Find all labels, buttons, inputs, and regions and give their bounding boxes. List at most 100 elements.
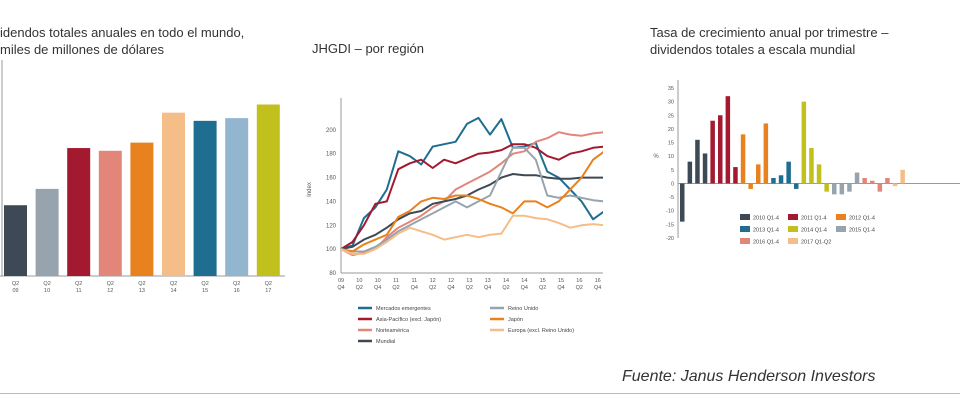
tick-label-bottom: 15	[202, 288, 208, 294]
x-tick-label-bottom: Q2	[539, 285, 546, 291]
y-tick-label: 25	[668, 113, 674, 119]
y-tick-label: -15	[666, 222, 674, 228]
x-tick-label-top: 15	[540, 278, 546, 284]
y-tick-label: 200	[326, 128, 337, 134]
x-tick-label-top: 10	[356, 278, 362, 284]
series-line-europa-excl-reino-unido-	[340, 214, 603, 255]
x-tick-label-bottom: Q4	[447, 285, 454, 291]
bar-2014-Q1-4-q3	[816, 164, 822, 184]
legend-label: Europa (excl. Reino Unido)	[508, 328, 574, 334]
series-line-jap-n	[340, 151, 603, 253]
bar-Q2-17	[256, 104, 280, 276]
bar-2010-Q1-4-q4	[702, 153, 708, 184]
bar-Q2-11	[67, 148, 91, 276]
bar-2016-Q1-4-q4	[885, 178, 890, 184]
x-tick-label-bottom: Q4	[557, 285, 564, 291]
tick-label-bottom: 13	[139, 288, 145, 294]
bar-2013-Q1-4-q4	[794, 183, 799, 189]
x-tick-label-top: 16	[595, 278, 601, 284]
tick-label-bottom: 12	[107, 288, 113, 294]
tick-label-bottom: 09	[12, 288, 18, 294]
bar-2013-Q1-4-q2	[778, 175, 784, 184]
bar-Q2-14	[162, 112, 185, 276]
legend-swatch	[788, 238, 798, 244]
y-tick-label: 20	[668, 127, 674, 133]
legend-label: 2012 Q1-4	[849, 216, 875, 222]
bar-Q2-12	[98, 150, 122, 276]
y-tick-label: 35	[668, 86, 674, 92]
bar-2014-Q1-4-q1	[801, 101, 807, 184]
bar-2014-Q1-4-q4	[824, 183, 829, 192]
bar-2011-Q1-4-q1	[710, 120, 715, 184]
x-tick-label-bottom: Q2	[429, 285, 436, 291]
legend-label: 2017 Q1-Q2	[801, 240, 831, 246]
tick-label-top: Q2	[170, 281, 177, 287]
bar-2016-Q1-4-q2	[870, 180, 875, 184]
legend-label: 2014 Q1-4	[801, 228, 827, 234]
bar-2012-Q1-4-q2	[748, 183, 753, 189]
x-tick-label-top: 11	[411, 278, 417, 284]
tick-label-bottom: 11	[76, 288, 82, 294]
bar-2015-Q1-4-q4	[854, 172, 860, 184]
x-tick-label-bottom: Q4	[411, 285, 418, 291]
tick-label-top: Q2	[201, 281, 208, 287]
x-tick-label-top: 14	[521, 278, 527, 284]
x-tick-label-top: 11	[393, 278, 399, 284]
y-tick-label: 5	[671, 168, 674, 174]
tick-label-top: Q2	[43, 281, 50, 287]
legend-swatch	[836, 226, 846, 232]
y-tick-label: 180	[326, 152, 337, 158]
tick-label-bottom: 14	[170, 288, 176, 294]
y-tick-label: 100	[326, 247, 337, 253]
tick-label-bottom: 17	[265, 288, 271, 294]
y-tick-label: 120	[326, 223, 337, 229]
legend-label: Mercados emergentes	[376, 306, 431, 312]
bar-2017-Q1-Q2-q2	[900, 169, 905, 184]
series-line-asia-pac-fico-excl-jap-n-	[340, 143, 603, 250]
legend-label: 2015 Q1-4	[849, 228, 875, 234]
x-tick-label-bottom: Q2	[502, 285, 509, 291]
y-tick-label: 10	[668, 154, 674, 160]
bar-2010-Q1-4-q2	[687, 161, 693, 184]
legend-swatch	[836, 214, 846, 220]
legend-label: 2013 Q1-4	[753, 228, 779, 234]
y-tick-label: 0	[671, 181, 674, 187]
bar-2011-Q1-4-q3	[725, 96, 731, 184]
x-tick-label-bottom: Q2	[356, 285, 363, 291]
x-tick-label-bottom: Q4	[521, 285, 528, 291]
bar-Q2-09	[4, 205, 27, 276]
x-tick-label-top: 13	[485, 278, 491, 284]
x-tick-label-top: 09	[338, 278, 344, 284]
x-tick-label-top: 12	[430, 278, 436, 284]
tick-label-top: Q2	[12, 281, 19, 287]
series-line-reino-unido	[340, 146, 603, 253]
x-tick-label-bottom: Q2	[576, 285, 583, 291]
annual-dividends-title: idendos totales anuales en todo el mundo…	[0, 25, 245, 57]
y-tick-label: 140	[326, 199, 337, 205]
bar-2015-Q1-4-q3	[847, 183, 852, 192]
tick-label-top: Q2	[233, 281, 240, 287]
legend-label: 2011 Q1-4	[801, 216, 827, 222]
y-tick-label: -20	[666, 236, 674, 242]
legend-swatch	[740, 214, 750, 220]
y-axis-title: %	[653, 154, 659, 160]
tick-label-bottom: 16	[234, 288, 240, 294]
y-tick-label: 80	[329, 271, 336, 277]
bar-2014-Q1-4-q2	[809, 148, 814, 184]
legend-label: Japón	[508, 317, 523, 323]
y-tick-label: 160	[326, 176, 337, 182]
jhgdi-region-title: JHGDI – por región	[312, 41, 424, 56]
legend-swatch	[788, 214, 798, 220]
x-tick-label-top: 13	[466, 278, 472, 284]
x-tick-label-top: 16	[576, 278, 582, 284]
growth-rate-title: Tasa de crecimiento anual por trimestre …	[650, 25, 889, 57]
tick-label-bottom: 10	[44, 288, 50, 294]
x-tick-label-bottom: Q4	[594, 285, 601, 291]
tick-label-top: Q2	[138, 281, 145, 287]
x-tick-label-bottom: Q4	[484, 285, 491, 291]
legend-label: Reino Unido	[508, 306, 538, 312]
bar-Q2-15	[193, 120, 217, 276]
y-tick-label: 15	[668, 141, 674, 147]
legend-label: 2016 Q1-4	[753, 240, 779, 246]
